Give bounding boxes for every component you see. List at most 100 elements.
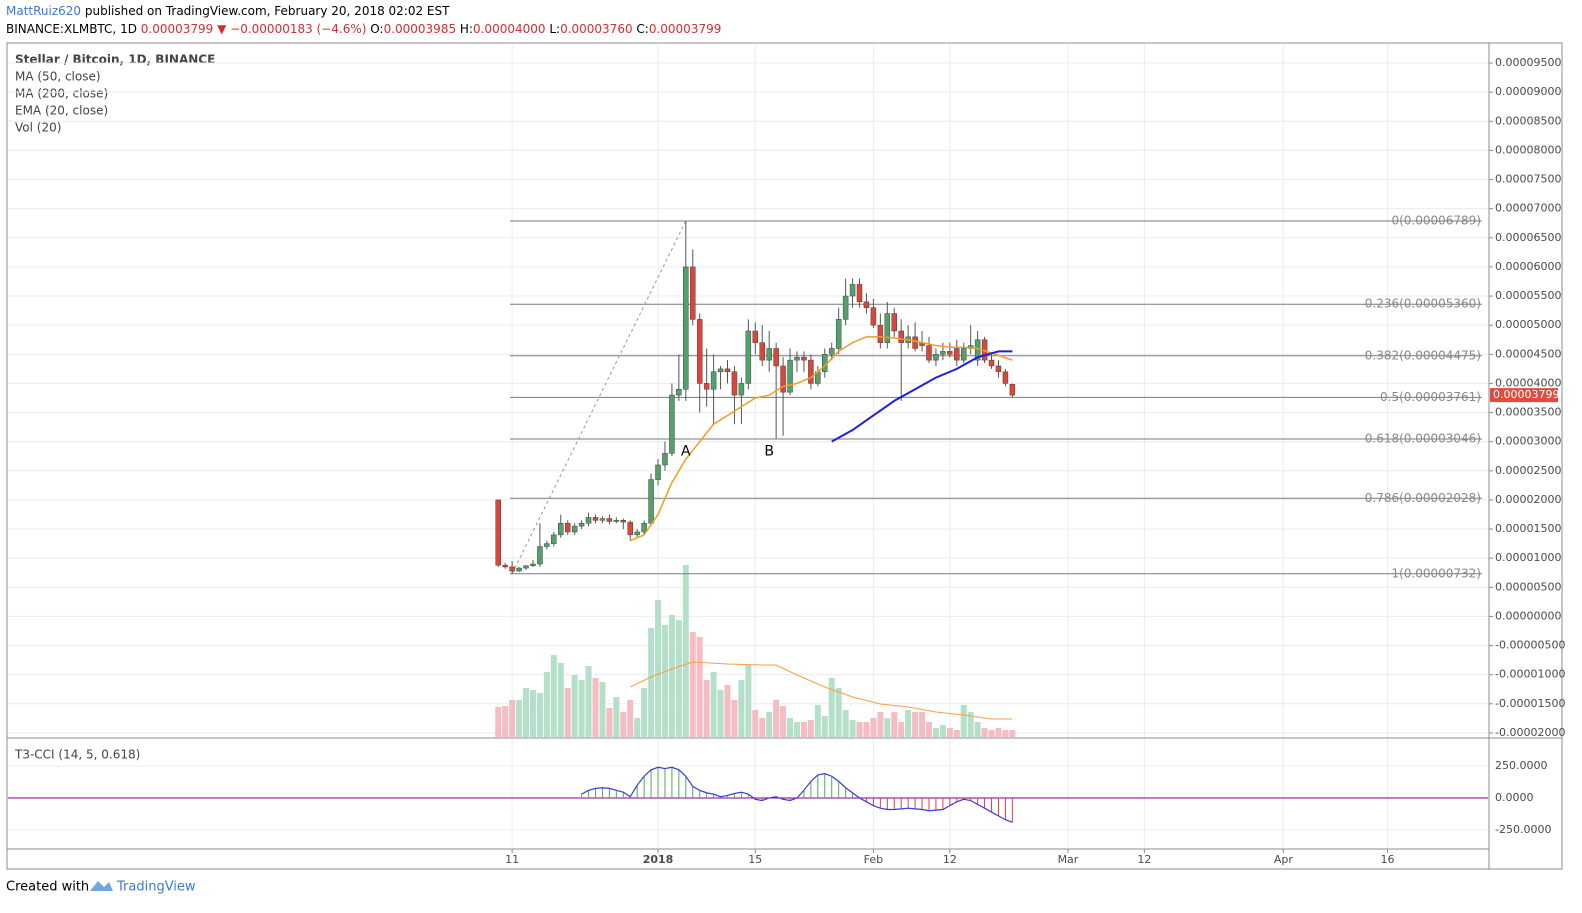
- volume-bar: [571, 675, 578, 737]
- cci-line: [581, 766, 1013, 823]
- x-tick-label: 12: [943, 853, 957, 866]
- y-tick-label: 0.00007500: [1495, 173, 1561, 186]
- footer-brand[interactable]: TradingView: [116, 880, 196, 895]
- y-tick-label: 0.00004500: [1495, 347, 1561, 360]
- x-tick-label: Feb: [864, 853, 883, 866]
- candle-body: [717, 368, 724, 373]
- volume-bar: [898, 722, 905, 737]
- y-tick-label: 0.00008500: [1495, 114, 1561, 127]
- candle-body: [731, 371, 738, 396]
- candle-body: [1009, 384, 1016, 396]
- volume-bar: [745, 665, 752, 737]
- volume-bar: [724, 685, 731, 737]
- ticker-part: 0.00004000: [473, 22, 549, 36]
- frame: [6, 42, 1563, 870]
- candle-body: [849, 284, 856, 297]
- candle-body: [641, 522, 647, 533]
- volume-bar: [655, 600, 662, 737]
- y-tick-label: 0.0000: [1495, 791, 1534, 804]
- volume-bar: [731, 700, 738, 737]
- volume-bar: [648, 628, 655, 737]
- candle-body: [794, 356, 800, 361]
- cci-title: T3-CCI (14, 5, 0.618): [14, 748, 140, 762]
- fib-label: 1(0.00000732): [1391, 566, 1481, 580]
- candle-body: [801, 356, 807, 361]
- candle-body: [933, 354, 939, 361]
- volume-bar: [870, 718, 877, 737]
- volume-bar: [620, 712, 627, 737]
- candle-body: [891, 313, 898, 332]
- candle-body: [502, 564, 508, 568]
- volume-bar: [689, 632, 696, 737]
- candle-body: [703, 383, 710, 390]
- volume-bar: [502, 706, 509, 737]
- volume-bar: [703, 680, 710, 737]
- y-tick-label: -0.00002000: [1495, 726, 1565, 739]
- volume-bar: [682, 565, 689, 737]
- footer-text: Created with: [6, 880, 89, 895]
- candle-body: [724, 368, 731, 373]
- volume-bar: [919, 712, 926, 737]
- y-tick-label: 0.00005500: [1495, 289, 1561, 302]
- volume-bar: [627, 700, 634, 737]
- candle-body: [710, 371, 717, 390]
- volume-ma: [630, 661, 1013, 720]
- ticker-part: L:: [549, 22, 560, 36]
- candle-body: [495, 499, 501, 566]
- candle-body: [592, 517, 599, 521]
- y-tick-label: 0.00000000: [1495, 609, 1561, 622]
- annotation: A: [681, 444, 691, 460]
- volume-bar: [717, 690, 724, 737]
- candle-body: [537, 546, 543, 565]
- x-tick-label: Mar: [1058, 853, 1079, 866]
- volume-bar: [828, 678, 835, 737]
- legend-entry: EMA (20, close): [15, 104, 108, 118]
- volume-bar: [641, 688, 648, 737]
- fib-label: 0.5(0.00003761): [1380, 390, 1481, 404]
- candle-body: [564, 522, 571, 533]
- volume-bar: [759, 718, 766, 737]
- candle-body: [613, 520, 620, 522]
- ticker-part: 0.00003760: [560, 22, 636, 36]
- volume-bar: [974, 722, 981, 737]
- ticker-part: C:: [636, 22, 648, 36]
- author[interactable]: MattRuiz620: [6, 4, 81, 18]
- volume-bar: [821, 716, 828, 737]
- volume-bar: [863, 722, 870, 737]
- candle-body: [780, 365, 786, 393]
- volume-bar: [773, 700, 780, 737]
- volume-bar: [599, 682, 606, 737]
- header: MattRuiz620 published on TradingView.com…: [6, 4, 450, 18]
- volume-bar: [592, 678, 599, 737]
- legend-entry: MA (200, close): [15, 87, 108, 101]
- y-tick-label: -0.00001000: [1495, 668, 1565, 681]
- ticker-part: −0.00000183 (−4.6%): [230, 22, 370, 36]
- volume-bar: [1002, 730, 1009, 737]
- volume-bar: [696, 637, 703, 737]
- candle-body: [808, 359, 814, 384]
- y-tick-label: 0.00006500: [1495, 231, 1561, 244]
- volume-bar: [564, 688, 571, 737]
- candle-body: [773, 348, 779, 367]
- y-tick-label: 0.00002000: [1495, 493, 1561, 506]
- ticker-part: 0.00003799: [141, 22, 217, 36]
- candle-body: [606, 518, 613, 522]
- x-tick-label: 2018: [643, 853, 674, 866]
- candle-body: [655, 464, 661, 480]
- volume-bar: [585, 666, 592, 737]
- candle-body: [669, 394, 675, 454]
- volume-bar: [634, 718, 641, 737]
- candle-body: [530, 563, 536, 566]
- y-tick-label: -0.00000500: [1495, 639, 1565, 652]
- fib-label: 0.236(0.00005360): [1365, 297, 1481, 311]
- volume-bar: [523, 688, 530, 737]
- candle-body: [676, 389, 682, 396]
- x-tick-label: Apr: [1274, 853, 1294, 866]
- chart-title: Stellar / Bitcoin, 1D, BINANCE: [15, 53, 215, 67]
- candle-body: [738, 383, 745, 396]
- candle-body: [752, 330, 759, 343]
- volume-bar: [668, 615, 675, 737]
- volume-bar: [495, 707, 502, 737]
- candle-body: [544, 543, 550, 547]
